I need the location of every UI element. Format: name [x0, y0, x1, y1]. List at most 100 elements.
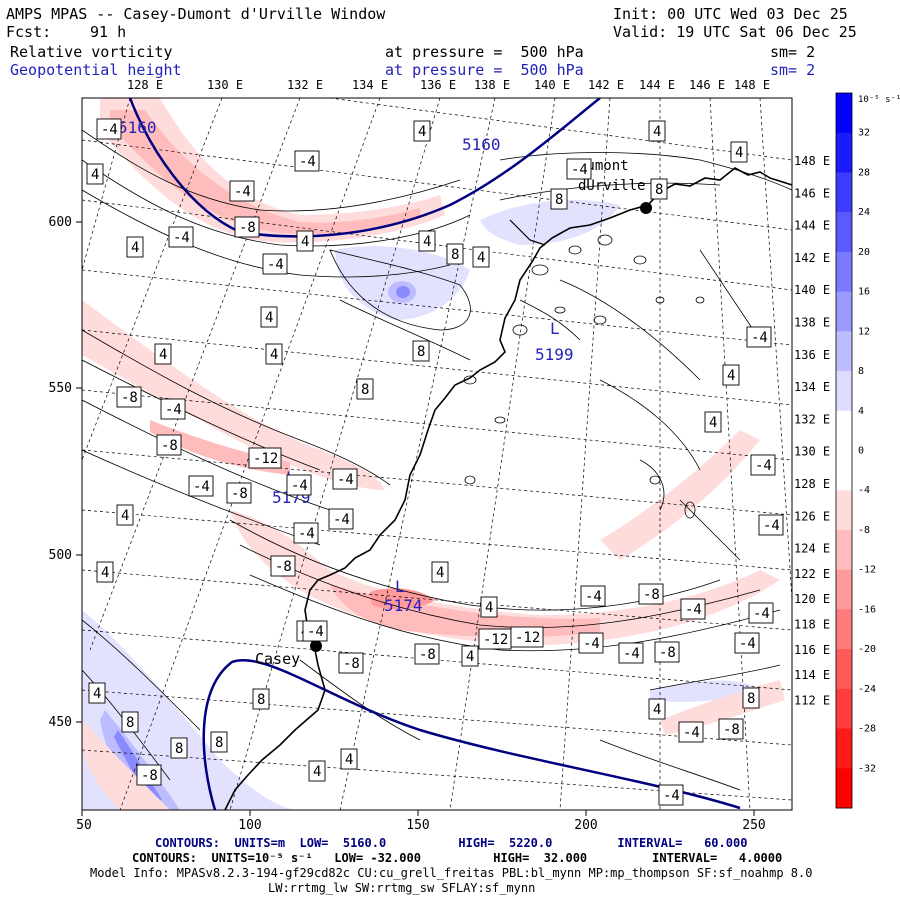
colorbar-label: 28	[858, 167, 870, 178]
vorticity-value-label: 4	[648, 120, 666, 142]
colorbar-label: 4	[858, 406, 864, 417]
init-time: Init: 00 UTC Wed 03 Dec 25	[613, 5, 848, 23]
vorticity-value-label: 4	[340, 748, 358, 770]
vorticity-value-label: -8	[338, 652, 364, 674]
svg-text:4: 4	[477, 250, 485, 266]
right-lon-label: 112 E	[794, 693, 830, 707]
station-casey[interactable]: Casey	[255, 640, 322, 668]
colorbar-label: 24	[858, 207, 870, 218]
svg-text:8: 8	[361, 382, 369, 398]
colorbar-swatch	[836, 609, 852, 650]
colorbar-swatch	[836, 132, 852, 173]
vorticity-value-label: -4	[229, 180, 255, 202]
svg-text:-4: -4	[755, 458, 772, 474]
map-field: Casey Dumont dUrville 5160 5160 5199 517…	[82, 98, 792, 810]
vorticity-value-label: 4	[413, 120, 431, 142]
field1-smoothing: sm= 2	[770, 43, 816, 61]
colorbar-label: 16	[858, 287, 870, 298]
right-lon-label: 114 E	[794, 668, 830, 682]
coastline-inlet	[509, 219, 546, 246]
vorticity-value-label: 8	[170, 737, 188, 759]
svg-text:-4: -4	[763, 518, 780, 534]
right-lon-label: 130 E	[794, 445, 830, 459]
vorticity-value-label: -8	[234, 216, 260, 238]
right-lon-label: 134 E	[794, 380, 830, 394]
y-tick-label: 600	[49, 215, 72, 230]
colorbar-swatch	[836, 768, 852, 809]
right-longitude-labels: 148 E 146 E 144 E 142 E 140 E 138 E 136 E 134 E…	[794, 154, 830, 707]
svg-text:4: 4	[265, 310, 273, 326]
svg-text:8: 8	[451, 247, 459, 263]
colorbar-label: 8	[858, 366, 864, 377]
vorticity-value-label: -12	[478, 628, 512, 650]
vorticity-value-label: 8	[446, 243, 464, 265]
footer-model-info-2: LW:rrtmg_lw SW:rrtmg_sw SFLAY:sf_mynn	[268, 881, 536, 895]
field2-level: at pressure = 500 hPa	[385, 61, 584, 79]
svg-text:4: 4	[735, 145, 743, 161]
x-tick-label: 100	[238, 818, 261, 833]
top-lon-label: 130 E	[207, 78, 243, 92]
vorticity-value-label: -4	[746, 326, 772, 348]
colorbar-swatch	[836, 172, 852, 213]
valid-time: Valid: 19 UTC Sat 06 Dec 25	[613, 23, 857, 41]
geopotential-labels: 5160 5160 5199 5179 5174 L L L	[118, 118, 574, 615]
colorbar-label: -32	[858, 763, 876, 774]
svg-text:-8: -8	[343, 656, 360, 672]
colorbar-label: 32	[858, 128, 870, 139]
svg-text:4: 4	[93, 686, 101, 702]
vorticity-value-label: -8	[136, 764, 162, 786]
svg-text:-4: -4	[751, 330, 768, 346]
svg-text:4: 4	[653, 702, 661, 718]
svg-text:8: 8	[747, 691, 755, 707]
svg-text:-8: -8	[239, 220, 256, 236]
top-lon-label: 148 E	[734, 78, 770, 92]
vorticity-value-label: 4	[480, 596, 498, 618]
svg-text:4: 4	[466, 649, 474, 665]
top-lon-label: 134 E	[352, 78, 388, 92]
vorticity-value-label: -4	[566, 158, 592, 180]
vorticity-value-label: -4	[96, 118, 122, 140]
svg-text:4: 4	[436, 565, 444, 581]
svg-text:-8: -8	[659, 645, 676, 661]
field1-level: at pressure = 500 hPa	[385, 43, 584, 61]
negative-vorticity-shading	[82, 98, 785, 810]
colorbar-label: 20	[858, 247, 870, 258]
svg-text:4: 4	[653, 124, 661, 140]
vorticity-value-label: -8	[654, 641, 680, 663]
forecast-label: Fcst:	[6, 23, 52, 41]
colorbar-swatch	[836, 490, 852, 531]
right-lon-label: 148 E	[794, 154, 830, 168]
svg-text:-4: -4	[333, 512, 350, 528]
vorticity-value-label: -4	[658, 784, 684, 806]
vorticity-value-label: 4	[308, 760, 326, 782]
right-lon-label: 124 E	[794, 542, 830, 556]
vorticity-value-label: 4	[86, 163, 104, 185]
svg-text:8: 8	[175, 741, 183, 757]
vorticity-value-label: 4	[88, 682, 106, 704]
right-lon-label: 120 E	[794, 592, 830, 606]
vorticity-value-label: 4	[722, 364, 740, 386]
field1-name: Relative vorticity	[10, 43, 173, 61]
vorticity-value-label: -4	[678, 721, 704, 743]
colorbar-label: -16	[858, 604, 876, 615]
vorticity-value-label: -8	[116, 386, 142, 408]
svg-text:-8: -8	[161, 438, 178, 454]
vorticity-value-label: -12	[510, 626, 544, 648]
svg-text:-4: -4	[298, 526, 315, 542]
geopotential-contours	[128, 98, 741, 810]
vorticity-value-label: 4	[96, 561, 114, 583]
vorticity-value-label: 8	[252, 688, 270, 710]
top-lon-label: 140 E	[534, 78, 570, 92]
vorticity-value-label: -4	[160, 398, 186, 420]
height-label: 5174	[384, 596, 423, 615]
vorticity-value-label: -4	[750, 454, 776, 476]
vorticity-value-label: 8	[356, 378, 374, 400]
colorbar-swatch	[836, 251, 852, 293]
vorticity-value-label: 4	[704, 411, 722, 433]
vorticity-value-label: -8	[638, 583, 664, 605]
svg-text:4: 4	[345, 752, 353, 768]
y-axis: 600 550 500 450	[49, 215, 82, 730]
y-tick-label: 550	[49, 381, 72, 396]
top-lon-label: 132 E	[287, 78, 323, 92]
